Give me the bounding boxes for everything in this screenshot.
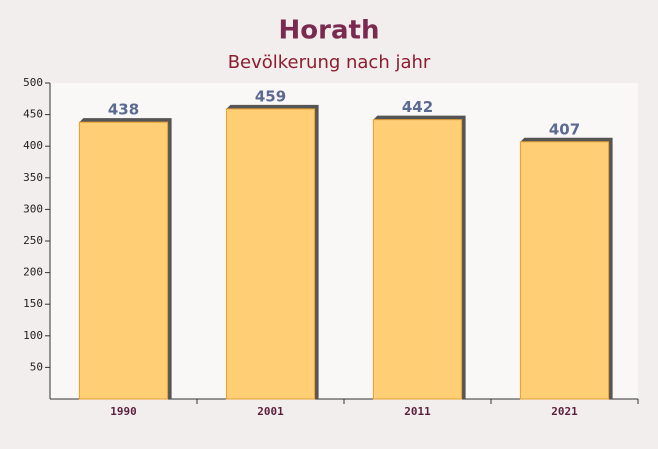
value-label: 459 [255,87,286,105]
y-tick-label: 500 [23,76,43,89]
y-tick-label: 100 [23,329,43,342]
value-label: 442 [402,98,433,116]
bar [372,119,463,400]
x-tick-label: 2001 [257,405,284,418]
y-tick-label: 350 [23,171,43,184]
y-tick-label: 400 [23,139,43,152]
y-tick-label: 50 [30,360,43,373]
x-tick-label: 2011 [404,405,431,418]
y-tick-label: 150 [23,297,43,310]
y-tick-label: 250 [23,234,43,247]
bar [78,121,169,400]
bar [225,108,316,400]
chart-subtitle: Bevölkerung nach jahr [228,52,431,73]
x-tick-label: 2021 [551,405,578,418]
bar [519,141,610,400]
x-tick-label: 1990 [110,405,137,418]
y-tick-label: 300 [23,202,43,215]
chart-title: Horath [279,16,380,46]
y-tick-label: 200 [23,266,43,279]
value-label: 438 [108,101,139,119]
y-tick-label: 450 [23,108,43,121]
value-label: 407 [549,120,580,138]
